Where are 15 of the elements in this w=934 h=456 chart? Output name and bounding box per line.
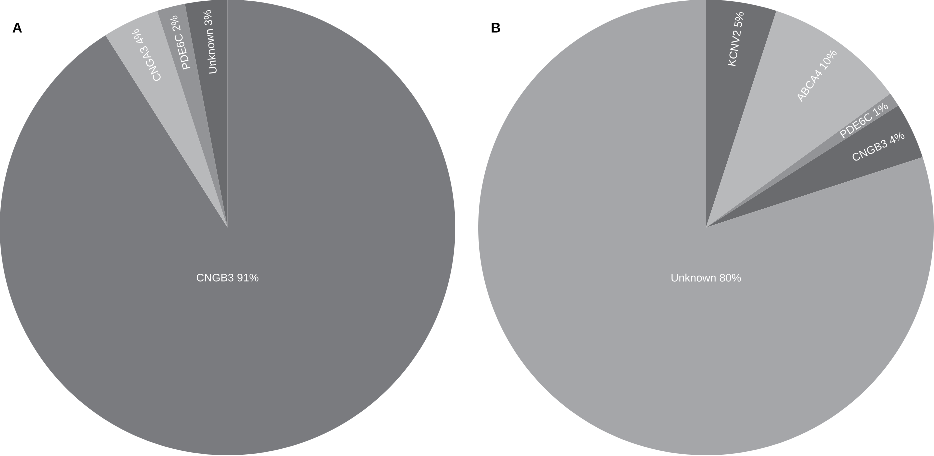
data-label: 4% bbox=[890, 132, 905, 144]
slice-label: Unknown bbox=[672, 274, 716, 282]
data-label: 3% bbox=[204, 10, 212, 26]
slice-label: KCNV2 bbox=[728, 31, 742, 66]
text: B bbox=[492, 23, 500, 34]
slice-label: CNGB3 bbox=[196, 274, 234, 282]
slice-label: Unknown bbox=[207, 30, 217, 74]
data-label: 5% bbox=[734, 12, 744, 28]
data-label: 80% bbox=[720, 274, 742, 282]
data-label: 1% bbox=[873, 103, 888, 117]
data-label: 91% bbox=[238, 274, 259, 282]
data-label: 2% bbox=[170, 16, 181, 32]
slice-label: PDE6C bbox=[175, 34, 191, 70]
text: A bbox=[12, 23, 22, 34]
data-label: 4% bbox=[132, 30, 144, 44]
